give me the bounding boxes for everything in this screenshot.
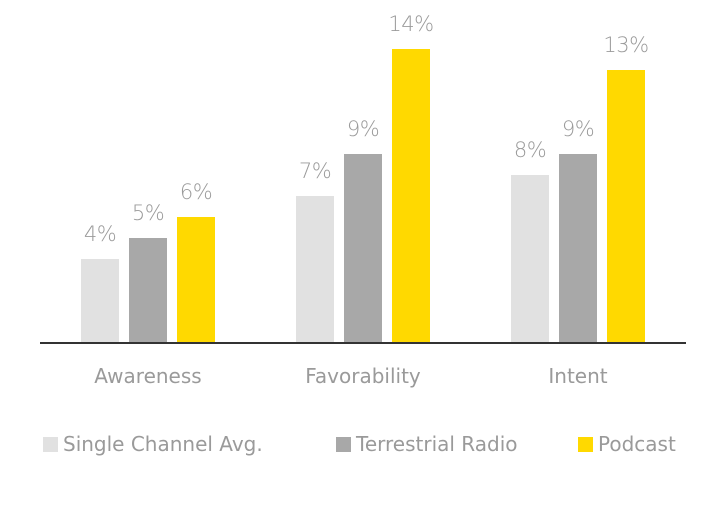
bar-intent-terrestrial-radio: [559, 154, 597, 343]
legend-swatch-terrestrial-radio: [336, 436, 351, 452]
bar-awareness-single-channel-avg: [81, 259, 119, 343]
bar-intent-single-channel-avg: [511, 175, 549, 343]
legend-label: Single Channel Avg.: [63, 432, 263, 456]
legend-item-terrestrial-radio: Terrestrial Radio: [336, 432, 518, 456]
bar-value-label: 5%: [131, 201, 165, 225]
legend-swatch-podcast: [578, 436, 593, 452]
legend: Single Channel Avg. Terrestrial Radio Po…: [0, 432, 722, 462]
bar-awareness-podcast: [177, 217, 215, 343]
bar-value-label: 9%: [346, 117, 380, 141]
bar-value-label: 7%: [298, 159, 332, 183]
bar-value-label: 14%: [388, 12, 434, 36]
bar-favorability-terrestrial-radio: [344, 154, 382, 343]
bar-value-label: 4%: [83, 222, 117, 246]
legend-item-podcast: Podcast: [578, 432, 676, 456]
category-label-intent: Intent: [548, 364, 608, 388]
x-axis-line: [40, 342, 686, 344]
bar-value-label: 13%: [603, 33, 649, 57]
bar-value-label: 6%: [179, 180, 213, 204]
legend-label: Podcast: [598, 432, 676, 456]
category-label-favorability: Favorability: [305, 364, 421, 388]
legend-item-single-channel-avg: Single Channel Avg.: [43, 432, 263, 456]
bar-favorability-podcast: [392, 49, 430, 343]
bar-favorability-single-channel-avg: [296, 196, 334, 343]
bar-awareness-terrestrial-radio: [129, 238, 167, 343]
bar-value-label: 8%: [513, 138, 547, 162]
legend-label: Terrestrial Radio: [356, 432, 518, 456]
bar-intent-podcast: [607, 70, 645, 343]
legend-swatch-single-channel-avg: [43, 436, 58, 452]
category-label-awareness: Awareness: [94, 364, 202, 388]
bar-value-label: 9%: [561, 117, 595, 141]
